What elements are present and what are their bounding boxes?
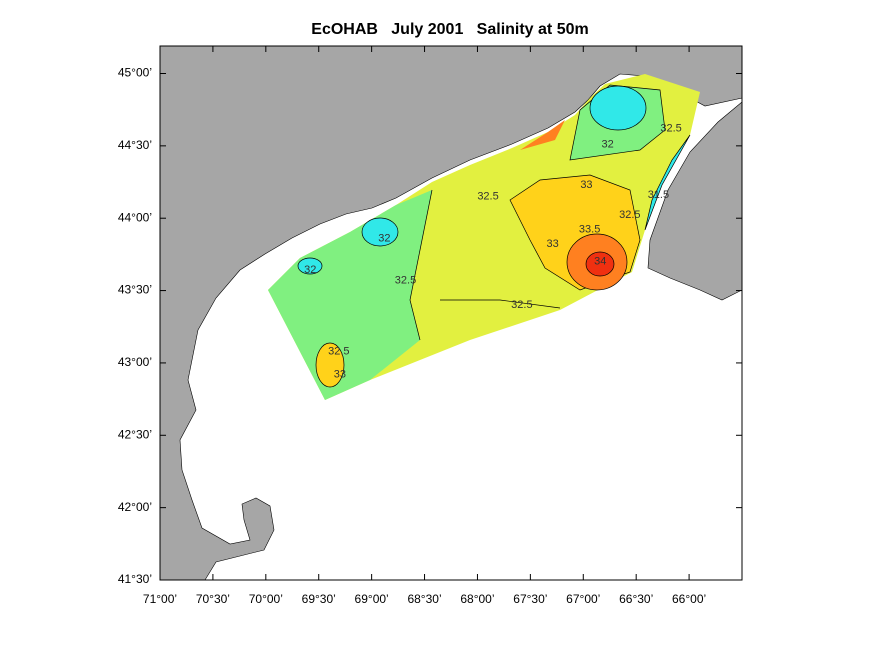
map-frame <box>159 45 743 581</box>
x-tick-label: 71°00’ <box>143 592 177 606</box>
x-tick-label: 67°30’ <box>513 592 547 606</box>
y-tick-label: 42°00’ <box>118 500 152 514</box>
x-tick-label: 69°30’ <box>302 592 336 606</box>
land <box>159 45 743 581</box>
salinity-zone <box>589 85 647 131</box>
contour-label: 32.5 <box>328 345 349 357</box>
salinity-zone <box>644 134 691 231</box>
y-tick-label: 42°30’ <box>118 427 152 441</box>
x-tick-label: 70°00’ <box>249 592 283 606</box>
contour-label: 31.5 <box>648 189 669 201</box>
contour-label: 32.5 <box>660 122 681 134</box>
x-tick-label: 67°00’ <box>566 592 600 606</box>
contour-label: 32.5 <box>619 209 640 221</box>
contour-label: 32.5 <box>511 299 532 311</box>
salinity-zone <box>585 251 615 277</box>
contour-label: 34 <box>594 256 606 268</box>
y-tick-label: 44°00’ <box>118 210 152 224</box>
x-tick-label: 66°00’ <box>672 592 706 606</box>
map-title: EcOHAB July 2001 Salinity at 50m <box>311 21 588 38</box>
y-tick-label: 41°30’ <box>118 572 152 586</box>
x-tick-label: 68°30’ <box>407 592 441 606</box>
salinity-zone <box>315 342 345 388</box>
x-tick-label: 70°30’ <box>196 592 230 606</box>
y-tick-label: 43°00’ <box>118 355 152 369</box>
contour-label: 33 <box>546 238 558 250</box>
contour-line <box>409 189 433 341</box>
contour-label: 32.5 <box>395 274 416 286</box>
salinity-zone <box>297 257 323 275</box>
x-tick-label: 69°00’ <box>355 592 389 606</box>
y-tick-label: 43°30’ <box>118 283 152 297</box>
salinity-zone <box>361 217 399 247</box>
contour-label: 32.5 <box>477 190 498 202</box>
contour-label: 33 <box>334 368 346 380</box>
salinity-zone <box>520 120 565 150</box>
contour-label: 32 <box>304 264 316 276</box>
contour-label: 33 <box>580 179 592 191</box>
contour-label: 32 <box>601 138 613 150</box>
y-tick-label: 45°00’ <box>118 66 152 80</box>
contour-label: 32 <box>378 232 390 244</box>
y-tick-label: 44°30’ <box>118 138 152 152</box>
x-tick-label: 66°30’ <box>619 592 653 606</box>
contour-line <box>440 299 561 309</box>
land <box>647 101 743 301</box>
x-tick-label: 68°00’ <box>460 592 494 606</box>
axes: 71°00’ 70°30’ 70°00’ 69°30’ 69°00’ 68°30’ 68°0… <box>118 46 742 606</box>
contour-label: 33.5 <box>579 224 600 236</box>
